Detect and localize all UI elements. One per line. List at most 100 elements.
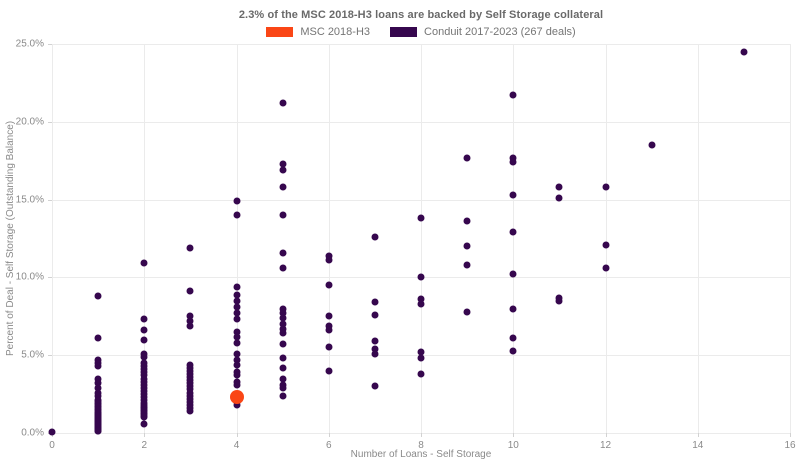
data-point <box>555 183 563 191</box>
y-tick-mark <box>48 199 52 201</box>
data-point <box>140 326 148 334</box>
data-point <box>229 390 244 405</box>
data-point <box>233 303 240 311</box>
data-point <box>602 264 609 272</box>
x-gridline <box>421 44 422 433</box>
x-tick-mark <box>605 433 607 437</box>
x-gridline <box>790 44 791 433</box>
data-point <box>233 401 240 409</box>
data-point <box>233 361 240 369</box>
data-point <box>233 350 240 358</box>
data-point <box>509 270 517 278</box>
data-point <box>325 367 333 375</box>
data-point <box>371 345 379 353</box>
data-point <box>140 353 148 361</box>
data-point <box>325 281 333 289</box>
legend-item[interactable]: Conduit 2017-2023 (267 deals) <box>390 26 576 38</box>
data-point <box>648 141 656 149</box>
legend-label: Conduit 2017-2023 (267 deals) <box>424 26 576 38</box>
x-tick-label: 10 <box>507 440 519 451</box>
data-point <box>233 381 240 389</box>
legend-swatch <box>390 27 418 37</box>
data-point <box>417 273 425 281</box>
legend-label: MSC 2018-H3 <box>300 26 371 38</box>
x-gridline <box>236 44 238 433</box>
data-point <box>463 242 471 250</box>
data-point <box>371 350 379 358</box>
data-point <box>186 322 194 330</box>
data-point <box>279 314 287 322</box>
data-point <box>417 300 425 308</box>
y-tick-mark <box>48 44 52 45</box>
data-point <box>371 382 379 390</box>
data-point <box>417 348 425 356</box>
legend-swatch <box>266 27 294 37</box>
x-gridline <box>52 44 53 433</box>
data-point <box>233 283 240 291</box>
data-point <box>233 371 240 379</box>
data-point <box>233 197 240 205</box>
data-point <box>186 287 194 295</box>
data-point <box>417 295 425 303</box>
data-point <box>279 320 287 328</box>
data-point <box>94 384 102 392</box>
x-tick-mark <box>790 433 791 437</box>
data-point <box>140 315 148 323</box>
data-point <box>233 315 240 323</box>
x-tick-label: 16 <box>784 440 796 451</box>
data-point <box>279 309 287 317</box>
data-point <box>509 91 517 99</box>
y-axis-title: Percent of Deal - Self Storage (Outstand… <box>5 120 16 357</box>
data-point <box>279 264 287 272</box>
x-gridline <box>144 44 146 433</box>
data-point <box>463 308 471 316</box>
data-point <box>233 356 240 364</box>
data-point <box>94 392 102 400</box>
data-point <box>602 241 609 249</box>
data-point <box>48 428 56 436</box>
data-point <box>279 211 287 219</box>
data-point <box>279 364 287 372</box>
plot-area: 0.0% 5.0% 10.0% 15.0% 20.0% 25.0% 0 2 4 6 8 10 12 14 1… <box>16 39 796 452</box>
data-point <box>94 292 102 300</box>
data-point <box>555 297 563 305</box>
legend-item[interactable]: MSC 2018-H3 <box>266 26 370 38</box>
data-point <box>279 384 287 392</box>
data-point <box>186 244 194 252</box>
data-point <box>186 407 194 415</box>
data-point <box>740 48 748 56</box>
data-point <box>233 309 240 317</box>
data-point <box>417 354 425 362</box>
data-point <box>371 337 379 345</box>
data-point <box>325 256 333 264</box>
data-point <box>371 233 379 241</box>
data-point <box>325 312 333 320</box>
data-point <box>417 370 425 378</box>
y-tick-label: 25.0% <box>15 38 44 50</box>
data-point <box>555 194 563 202</box>
data-point <box>233 328 240 336</box>
data-point <box>140 259 148 267</box>
data-point <box>279 392 287 400</box>
data-point <box>186 312 194 320</box>
data-point <box>94 427 102 435</box>
data-point <box>463 217 471 225</box>
data-point <box>279 166 287 174</box>
y-tick-label: 10.0% <box>15 271 44 283</box>
y-tick-label: 15.0% <box>15 194 44 206</box>
x-tick-mark <box>421 433 422 437</box>
data-point <box>325 326 333 334</box>
data-point <box>417 214 425 222</box>
data-point <box>233 339 240 347</box>
x-tick-mark <box>328 433 330 437</box>
data-point <box>233 297 240 305</box>
x-tick-label: 4 <box>233 440 240 451</box>
data-point <box>509 305 517 313</box>
data-point <box>94 375 102 383</box>
y-tick-mark <box>48 121 52 123</box>
data-point <box>279 325 287 333</box>
data-point <box>279 305 287 313</box>
y-tick-label: 20.0% <box>15 116 44 128</box>
x-tick-label: 12 <box>599 440 612 451</box>
